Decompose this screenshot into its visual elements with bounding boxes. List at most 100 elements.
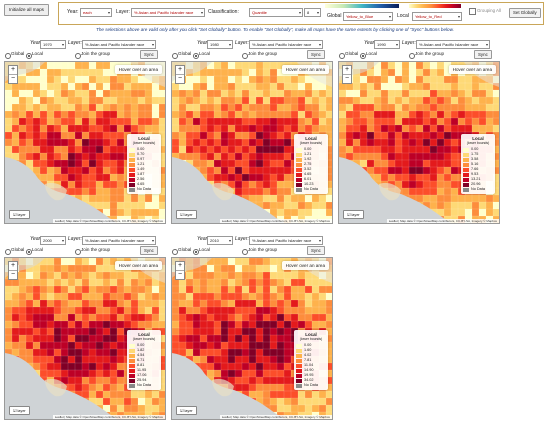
map-attribution[interactable]: Leaflet | Map data © OpenStreetMap contr…	[52, 219, 165, 223]
map-attribution[interactable]: Leaflet | Map data © OpenStreetMap contr…	[219, 219, 332, 223]
global-radio[interactable]	[339, 53, 345, 59]
sync-button[interactable]: Sync	[140, 246, 158, 255]
choropleth-map[interactable]: + − Hover over an area Local (lower bounds) 0…	[4, 257, 166, 420]
legend-break-value: 1.82	[137, 348, 145, 352]
layer-control-button[interactable]: ☑ layer	[9, 406, 30, 415]
local-radio[interactable]	[193, 249, 199, 255]
join-group-radio[interactable]	[75, 249, 81, 255]
panel-layer-select[interactable]: % Asian and Pacific Islander race	[82, 236, 156, 245]
legend-row: 0.00	[296, 343, 326, 348]
legend-row: 1.60	[296, 348, 326, 353]
global-color-ramp	[325, 4, 399, 8]
legend-swatch	[129, 167, 135, 172]
legend-break-value: 13.21	[471, 177, 481, 181]
zoom-in-button[interactable]: +	[177, 66, 183, 73]
global-radio[interactable]	[5, 53, 11, 59]
map-attribution[interactable]: Leaflet | Map data © OpenStreetMap contr…	[386, 219, 499, 223]
legend-break-value: 0.70	[137, 152, 145, 156]
legend-break-value: 17.06	[137, 373, 147, 377]
zoom-out-button[interactable]: −	[9, 270, 17, 278]
panel-year-select[interactable]: 1980	[207, 40, 233, 49]
set-globally-button[interactable]: Set Globally	[509, 8, 541, 18]
classification-select[interactable]: Quantile	[249, 8, 303, 17]
local-radio[interactable]	[26, 53, 32, 59]
classes-select[interactable]: 8	[304, 8, 321, 17]
legend-row: 1.75	[463, 152, 493, 157]
local-radio-label: Local	[32, 247, 43, 252]
local-color-ramp	[409, 4, 461, 8]
legend-swatch	[296, 162, 302, 167]
global-color-select[interactable]: Yellow_to_Blue	[343, 12, 393, 21]
legend-swatch	[296, 147, 302, 152]
hover-info-box: Hover over an area	[114, 65, 162, 74]
layer-control-button[interactable]: ☑ layer	[9, 210, 30, 219]
zoom-in-button[interactable]: +	[344, 66, 350, 73]
grouping-all-checkbox[interactable]	[469, 8, 476, 15]
layer-control-button[interactable]: ☑ layer	[176, 210, 197, 219]
local-radio[interactable]	[193, 53, 199, 59]
local-color-select[interactable]: Yellow_to_Red	[412, 12, 462, 21]
panel-layer-select[interactable]: % Asian and Pacific Islander race	[416, 40, 490, 49]
sync-button[interactable]: Sync	[474, 50, 492, 59]
panel-layer-select[interactable]: % Asian and Pacific Islander race	[82, 40, 156, 49]
legend-swatch	[129, 348, 135, 353]
choropleth-map[interactable]: + − Hover over an area Local (lower bounds) 0…	[171, 61, 333, 224]
zoom-out-button[interactable]: −	[343, 74, 351, 82]
zoom-control: + −	[342, 65, 352, 84]
sync-button[interactable]: Sync	[140, 50, 158, 59]
map-attribution[interactable]: Leaflet | Map data © OpenStreetMap contr…	[52, 415, 165, 419]
legend-subtitle: (lower bounds)	[299, 141, 323, 145]
legend-row: 0.00	[296, 147, 326, 152]
global-radio[interactable]	[5, 249, 11, 255]
panel-year-select[interactable]: 2010	[207, 236, 233, 245]
sync-button[interactable]: Sync	[307, 50, 325, 59]
panel-year-select[interactable]: 1970	[40, 40, 66, 49]
zoom-out-button[interactable]: −	[9, 74, 17, 82]
hover-info-box: Hover over an area	[114, 261, 162, 270]
map-attribution[interactable]: Leaflet | Map data © OpenStreetMap contr…	[219, 415, 332, 419]
panel-layer-label: Layer:	[235, 40, 249, 46]
legend-row: 10.23	[296, 182, 326, 187]
layer-select[interactable]: % Asian and Pacific Islander race	[131, 8, 205, 17]
join-group-radio[interactable]	[242, 249, 248, 255]
join-group-radio[interactable]	[409, 53, 415, 59]
map-panel: Year:1980Layer:% Asian and Pacific Islan…	[169, 40, 333, 224]
map-legend: Local (lower bounds) 0.00 1.75 3.58 5.16 7.66 9…	[461, 134, 495, 194]
global-radio[interactable]	[172, 249, 178, 255]
zoom-in-button[interactable]: +	[10, 262, 16, 269]
panel-layer-select[interactable]: % Asian and Pacific Islander race	[249, 40, 323, 49]
sync-button[interactable]: Sync	[307, 246, 325, 255]
zoom-in-button[interactable]: +	[177, 262, 183, 269]
panel-layer-select[interactable]: % Asian and Pacific Islander race	[249, 236, 323, 245]
join-group-radio[interactable]	[75, 53, 81, 59]
choropleth-map[interactable]: + − Hover over an area Local (lower bounds) 0…	[4, 61, 166, 224]
local-radio[interactable]	[26, 249, 32, 255]
zoom-control: + −	[8, 65, 18, 84]
zoom-in-button[interactable]: +	[10, 66, 16, 73]
panel-year-select[interactable]: 1990	[374, 40, 400, 49]
legend-swatch	[463, 177, 469, 182]
join-group-radio[interactable]	[242, 53, 248, 59]
legend-row: 4.54	[129, 353, 159, 358]
panel-year-select[interactable]: 2000	[40, 236, 66, 245]
panel-layer-label: Layer:	[68, 40, 82, 46]
global-radio[interactable]	[172, 53, 178, 59]
zoom-out-button[interactable]: −	[176, 74, 184, 82]
legend-row: 4.65	[129, 182, 159, 187]
initialize-all-maps-button[interactable]: Initialize all maps	[4, 4, 49, 16]
legend-row: 7.81	[296, 358, 326, 363]
layer-control-button[interactable]: ☑ layer	[176, 406, 197, 415]
legend-break-value: 2.75	[304, 162, 312, 166]
choropleth-map[interactable]: + − Hover over an area Local (lower bounds) 0…	[171, 257, 333, 420]
legend-row-nodata: No Data	[129, 383, 159, 388]
layer-control-button[interactable]: ☑ layer	[343, 210, 364, 219]
map-panel: Year:1990Layer:% Asian and Pacific Islan…	[336, 40, 500, 224]
local-radio[interactable]	[360, 53, 366, 59]
zoom-out-button[interactable]: −	[176, 270, 184, 278]
year-select[interactable]: each	[80, 8, 112, 17]
global-radio-label: Global	[345, 51, 359, 56]
legend-swatch	[296, 363, 302, 368]
choropleth-map[interactable]: + − Hover over an area Local (lower bounds) 0…	[338, 61, 500, 224]
legend-swatch	[463, 147, 469, 152]
legend-swatch	[296, 358, 302, 363]
